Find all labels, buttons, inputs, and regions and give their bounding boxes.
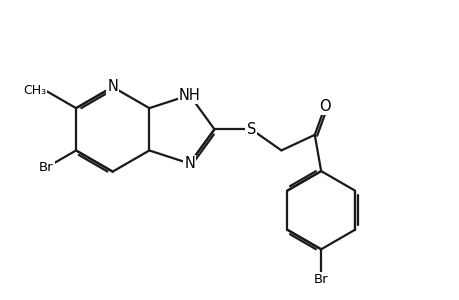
Text: O: O [319,99,330,114]
Text: S: S [246,122,255,137]
Text: Br: Br [313,273,328,286]
Text: CH₃: CH₃ [23,84,46,98]
Text: NH: NH [179,88,200,103]
Text: N: N [184,156,195,171]
Text: Br: Br [39,161,53,174]
Text: N: N [107,80,118,94]
